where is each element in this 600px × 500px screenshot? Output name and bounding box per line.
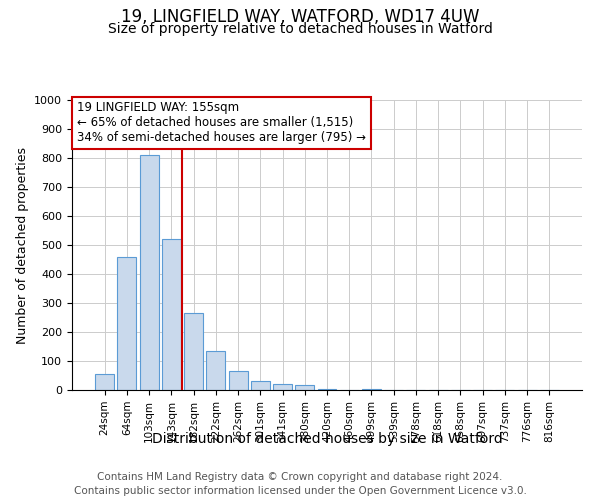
Y-axis label: Number of detached properties: Number of detached properties [16, 146, 29, 344]
Bar [118, 256, 136, 390]
Bar [184, 313, 203, 390]
Bar [251, 382, 270, 390]
Bar [317, 388, 337, 390]
Text: Distribution of detached houses by size in Watford: Distribution of detached houses by size … [152, 432, 502, 446]
Bar [95, 374, 114, 390]
Bar [295, 385, 314, 390]
Bar [273, 384, 292, 390]
Text: Size of property relative to detached houses in Watford: Size of property relative to detached ho… [107, 22, 493, 36]
Bar [140, 155, 158, 390]
Bar [162, 239, 181, 390]
Text: 19, LINGFIELD WAY, WATFORD, WD17 4UW: 19, LINGFIELD WAY, WATFORD, WD17 4UW [121, 8, 479, 26]
Text: 19 LINGFIELD WAY: 155sqm
← 65% of detached houses are smaller (1,515)
34% of sem: 19 LINGFIELD WAY: 155sqm ← 65% of detach… [77, 102, 366, 144]
Bar [362, 388, 381, 390]
Text: Contains HM Land Registry data © Crown copyright and database right 2024.: Contains HM Land Registry data © Crown c… [97, 472, 503, 482]
Bar [206, 351, 225, 390]
Text: Contains public sector information licensed under the Open Government Licence v3: Contains public sector information licen… [74, 486, 526, 496]
Bar [229, 371, 248, 390]
